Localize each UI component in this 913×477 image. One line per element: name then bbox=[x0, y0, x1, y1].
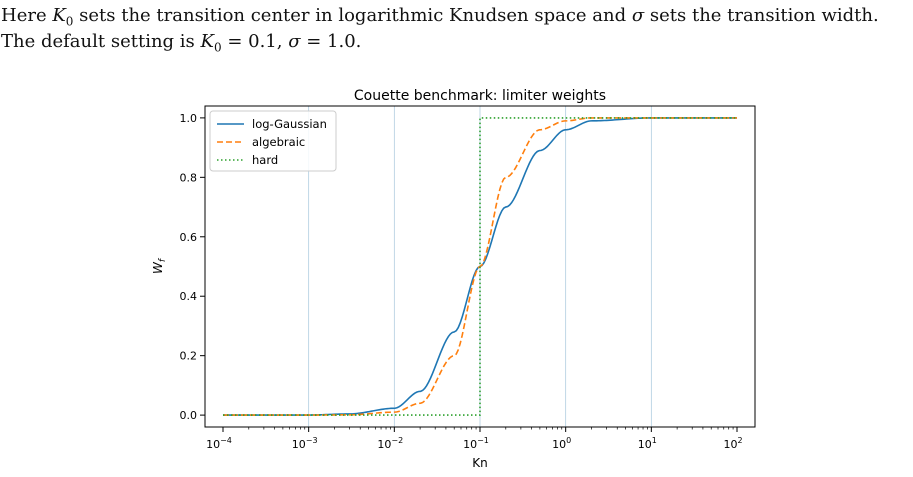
x-tick-label-base: 10 bbox=[638, 438, 652, 451]
legend-entry-label: hard bbox=[252, 153, 278, 167]
x-tick-label-exponent: −2 bbox=[391, 436, 403, 445]
x-tick-label-base: 10 bbox=[723, 438, 737, 451]
legend-entry-label: log-Gaussian bbox=[252, 117, 327, 131]
x-tick-label-exponent: 2 bbox=[737, 436, 742, 445]
x-tick-label-exponent: 1 bbox=[652, 436, 657, 445]
x-tick-label-exponent: 0 bbox=[566, 436, 571, 445]
text-run: sets the transition width. bbox=[644, 5, 879, 26]
x-tick-label: 10−3 bbox=[292, 436, 318, 451]
math-k0: K bbox=[52, 5, 66, 26]
paragraph-line-2: The default setting is K0 = 0.1, σ = 1.0… bbox=[1, 29, 361, 61]
y-axis-label-sub: f bbox=[158, 257, 168, 262]
y-axis-label: Wf bbox=[151, 257, 168, 274]
y-tick-label: 0.6 bbox=[180, 231, 198, 244]
series-line-hard bbox=[222, 117, 738, 416]
x-tick-label-base: 10 bbox=[377, 438, 391, 451]
tick-layer: 10−4 10−3 10−2 10−1 100 101 1020.00.20.40.60.8… bbox=[180, 112, 743, 451]
math-k0: K bbox=[200, 31, 214, 52]
math-k0-subscript: 0 bbox=[213, 40, 222, 55]
text-run: The default setting is bbox=[1, 31, 201, 52]
text-run: sets the transition center in logarithmi… bbox=[73, 5, 632, 26]
paragraph-line-1: Here K0 sets the transition center in lo… bbox=[1, 3, 879, 35]
x-tick-label-exponent: −3 bbox=[306, 436, 318, 445]
x-tick-label-base: 10 bbox=[463, 438, 477, 451]
y-tick-label: 1.0 bbox=[180, 112, 198, 125]
legend-box bbox=[209, 110, 337, 172]
legend-entry-label: algebraic bbox=[252, 135, 305, 149]
y-tick-label: 0.0 bbox=[180, 409, 198, 422]
series-layer bbox=[222, 117, 738, 416]
x-tick-label-base: 10 bbox=[206, 438, 220, 451]
text-run: Here bbox=[1, 5, 53, 26]
x-tick-label: 100 bbox=[552, 436, 571, 451]
x-tick-label: 10−4 bbox=[206, 436, 232, 451]
x-tick-label: 10−1 bbox=[463, 436, 489, 451]
y-tick-label: 0.8 bbox=[180, 171, 198, 184]
math-sigma: σ bbox=[288, 31, 301, 52]
x-tick-label: 10−2 bbox=[377, 436, 403, 451]
x-tick-label-exponent: −1 bbox=[477, 436, 489, 445]
math-sigma: σ bbox=[631, 5, 645, 26]
y-axis-label-main: W bbox=[151, 261, 165, 274]
y-tick-label: 0.2 bbox=[180, 350, 198, 363]
x-tick-label-base: 10 bbox=[552, 438, 566, 451]
chart-title: Couette benchmark: limiter weights bbox=[354, 88, 606, 104]
x-tick-label-exponent: −4 bbox=[220, 436, 232, 445]
text-run: = 0.1, bbox=[221, 31, 289, 52]
y-tick-label: 0.4 bbox=[180, 290, 198, 303]
series-line-algebraic bbox=[222, 117, 738, 416]
x-tick-label: 102 bbox=[723, 436, 742, 451]
x-axis-label: Kn bbox=[472, 456, 487, 470]
x-tick-label: 101 bbox=[638, 436, 657, 451]
legend: log-Gaussian algebraic hard bbox=[209, 110, 337, 172]
math-k0-subscript: 0 bbox=[65, 14, 74, 29]
x-tick-label-base: 10 bbox=[292, 438, 306, 451]
text-run: = 1.0. bbox=[300, 31, 362, 52]
